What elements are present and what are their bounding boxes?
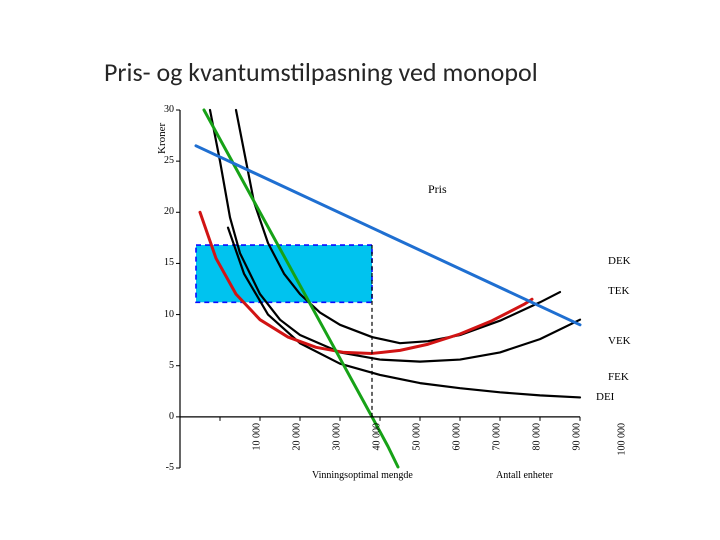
x-annot-optimal: Vinningsoptimal mengde bbox=[312, 470, 413, 481]
x-tick: 30 000 bbox=[332, 423, 343, 451]
x-tick: 10 000 bbox=[252, 423, 263, 451]
x-tick: 50 000 bbox=[412, 423, 423, 451]
x-tick: 70 000 bbox=[492, 423, 503, 451]
y-tick: 15 bbox=[152, 257, 174, 268]
curve-label-dei: DEI bbox=[596, 391, 614, 403]
x-tick: 80 000 bbox=[532, 423, 543, 451]
curve-label-fek: FEK bbox=[608, 371, 629, 383]
curve-label-dek: DEK bbox=[608, 255, 631, 267]
x-tick: 100 000 bbox=[617, 423, 628, 456]
y-tick: 5 bbox=[152, 360, 174, 371]
y-tick: 10 bbox=[152, 309, 174, 320]
monopoly-chart bbox=[0, 0, 720, 540]
y-tick: 20 bbox=[152, 206, 174, 217]
x-tick: 40 000 bbox=[372, 423, 383, 451]
y-tick: -5 bbox=[152, 462, 174, 473]
x-tick: 20 000 bbox=[292, 423, 303, 451]
x-tick: 90 000 bbox=[572, 423, 583, 451]
y-tick: 30 bbox=[152, 104, 174, 115]
curve-label-pris: Pris bbox=[428, 182, 447, 197]
y-tick: 0 bbox=[152, 411, 174, 422]
y-tick: 25 bbox=[152, 155, 174, 166]
x-tick: 60 000 bbox=[452, 423, 463, 451]
curve-label-vek: VEK bbox=[608, 335, 631, 347]
x-annot-units: Antall enheter bbox=[496, 470, 553, 481]
curve-label-tek: TEK bbox=[608, 285, 629, 297]
